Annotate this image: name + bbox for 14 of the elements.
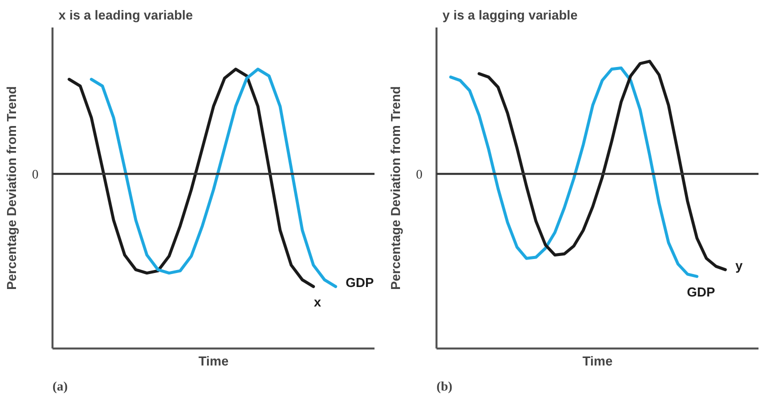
series-label: GDP: [346, 275, 374, 290]
y-axis-title: Percentage Deviation from Trend: [4, 86, 19, 290]
x-axis-title: Time: [198, 354, 229, 368]
series-label: y: [735, 258, 744, 274]
text: (a): [52, 378, 68, 394]
ref-line-label: 0: [416, 166, 422, 182]
text: (b): [436, 378, 452, 394]
chart-title: y is a lagging variable: [442, 8, 578, 22]
ref-line-label: 0: [32, 166, 38, 182]
series-label: GDP: [686, 284, 716, 300]
y-axis-title: Percentage Deviation from Trend: [388, 86, 403, 290]
chart-title: x is a leading variable: [58, 8, 193, 22]
x-axis-title: Time: [582, 354, 613, 368]
series-label: x: [314, 294, 322, 310]
